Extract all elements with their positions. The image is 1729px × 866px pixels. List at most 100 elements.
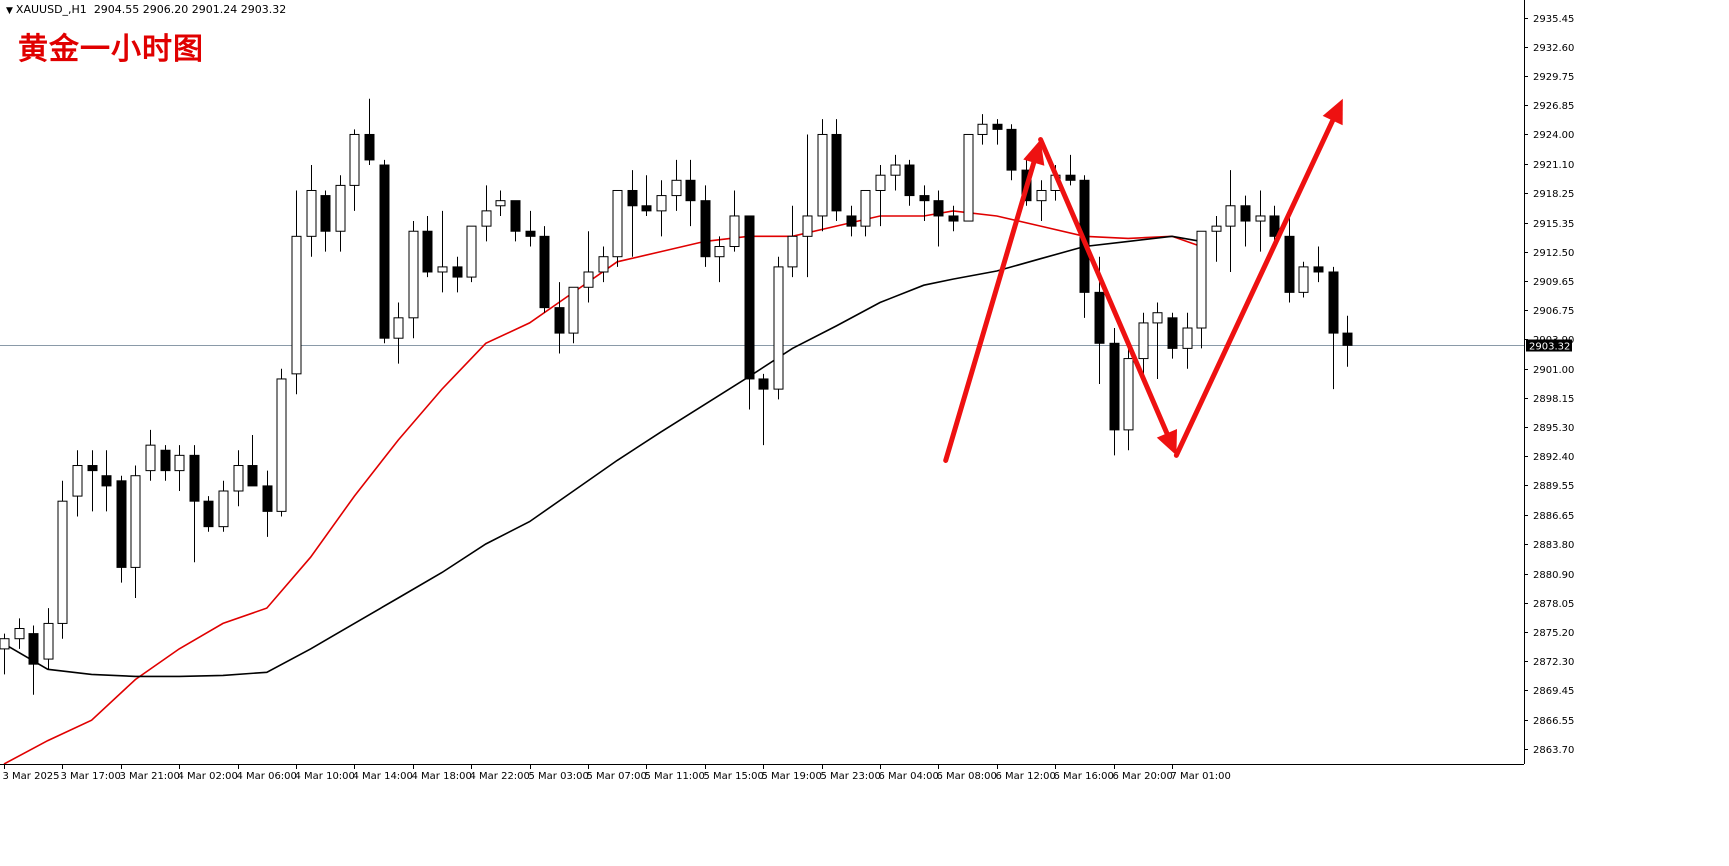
price-tick-label-19: 2880.90 [1533,570,1574,581]
candle-body-16 [233,465,244,492]
candle-18 [262,470,273,537]
time-tick-label-14: 5 Mar 23:00 [821,771,881,782]
current-price-tag: 2903.32 [1526,339,1572,353]
candle-57 [831,119,842,222]
candle-body-9 [130,475,141,568]
candle-body-50 [729,215,740,248]
candle-33 [481,185,492,242]
candle-25 [364,98,375,166]
candle-11 [160,445,171,481]
price-tick-label-0: 2935.45 [1533,14,1574,25]
candle-50 [729,190,740,252]
candle-body-49 [714,246,725,258]
candle-body-10 [145,444,156,472]
candle-body-5 [72,465,83,497]
candle-body-60 [875,174,886,191]
candle-86 [1255,190,1266,252]
time-tick-label-0: 3 Mar 2025 [3,771,60,782]
candle-body-20 [291,235,302,375]
time-axis: 3 Mar 2025 3 Mar 17:003 Mar 21:004 Mar 02… [3,764,1231,782]
candle-body-28 [408,230,419,319]
candle-59 [860,189,871,237]
time-tick-label-10: 5 Mar 07:00 [587,771,647,782]
candle-body-69 [1006,128,1017,171]
forecast-arrow-2 [1173,98,1343,458]
candle-35 [510,200,521,242]
time-tick-label-3: 4 Mar 02:00 [178,771,238,782]
candle-54 [787,205,798,278]
candle-body-45 [656,195,667,212]
candle-body-30 [437,266,448,273]
time-tick-label-2: 3 Mar 21:00 [120,771,180,782]
candle-body-87 [1269,215,1280,237]
candle-body-33 [481,210,492,227]
candle-53 [773,256,784,400]
time-tick-label-5: 4 Mar 10:00 [295,771,355,782]
candle-83 [1211,215,1222,262]
candle-body-85 [1240,205,1251,222]
overlay-title: 黄金一小时图 [18,32,204,67]
time-tick-label-19: 6 Mar 20:00 [1113,771,1173,782]
price-axis: 2935.45 2932.60 2929.75 2926.85 2924.00 2921.… [0,0,1574,765]
candle-body-39 [568,286,579,334]
candle-80 [1167,312,1178,359]
price-tick-label-17: 2886.65 [1533,511,1574,522]
chart-header: ▼ XAUUSD_,H1 2904.55 2906.20 2901.24 2903… [6,3,286,16]
candle-52 [758,373,769,446]
candle-22 [320,190,331,252]
candle-3 [43,608,54,670]
candle-body-35 [510,200,521,232]
candle-20 [291,190,302,395]
price-tick-label-4: 2924.00 [1533,130,1574,141]
price-tick-label-8: 2912.50 [1533,248,1574,259]
symbol-label: XAUUSD_,H1 [15,3,87,16]
candle-66 [963,133,974,222]
ohlc-values: 2904.55 2906.20 2901.24 2903.32 [93,3,287,16]
candle-48 [700,185,711,267]
candle-77 [1123,343,1134,451]
candle-40 [583,231,594,303]
price-tick-label-22: 2872.30 [1533,657,1574,668]
price-tick-label-16: 2889.55 [1533,481,1574,492]
candle-body-89 [1298,266,1309,293]
time-tick-label-6: 4 Mar 14:00 [353,771,413,782]
candle-14 [203,496,214,532]
candle-89 [1298,261,1309,298]
candle-67 [977,114,988,145]
time-tick-label-9: 5 Mar 03:00 [529,771,589,782]
candle-body-47 [685,179,696,202]
forecast-arrow-1 [1038,137,1178,456]
candle-92 [1342,315,1353,367]
price-tick-label-12: 2901.00 [1533,365,1574,376]
candle-61 [890,154,901,191]
candle-body-27 [393,317,404,339]
candle-body-73 [1065,174,1076,181]
candle-73 [1065,154,1076,186]
candle-28 [408,221,419,339]
candle-21 [306,165,317,257]
candle-body-42 [612,189,623,258]
price-tick-label-3: 2926.85 [1533,101,1574,112]
candle-71 [1036,180,1047,222]
price-tick-label-18: 2883.80 [1533,540,1574,551]
candle-10 [145,429,156,481]
candle-body-41 [598,256,609,273]
price-tick-label-23: 2869.45 [1533,686,1574,697]
time-tick-label-17: 6 Mar 12:00 [996,771,1056,782]
dropdown-triangle-icon[interactable]: ▼ [6,6,13,16]
price-tick-label-21: 2875.20 [1533,628,1574,639]
candle-body-15 [218,490,229,528]
candle-body-1 [14,628,25,640]
candle-37 [539,226,550,313]
candle-body-0 [0,638,10,650]
candle-body-84 [1225,205,1236,227]
candle-body-79 [1152,312,1163,324]
price-tick-label-20: 2878.05 [1533,599,1574,610]
candle-17 [247,434,258,487]
candle-body-25 [364,133,375,161]
candle-84 [1225,170,1236,272]
candle-body-43 [627,189,638,207]
time-tick-label-15: 6 Mar 04:00 [879,771,939,782]
